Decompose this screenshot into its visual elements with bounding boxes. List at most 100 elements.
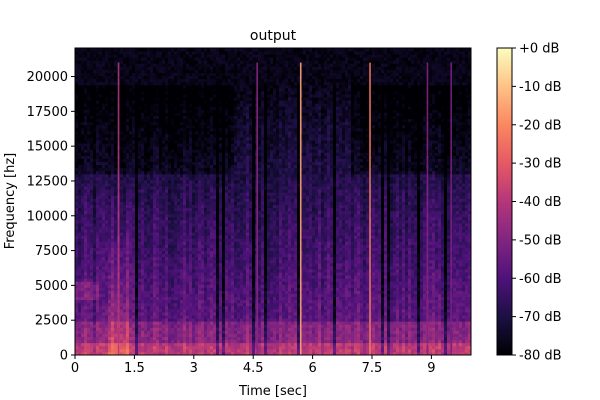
heatmap-cell	[210, 308, 214, 313]
heatmap-cell	[165, 167, 169, 172]
heatmap-cell	[207, 106, 211, 110]
heatmap-cell	[144, 333, 148, 337]
heatmap-cell	[198, 315, 202, 319]
heatmap-cell	[81, 244, 85, 248]
heatmap-cell	[147, 146, 151, 150]
heatmap-cell	[201, 198, 205, 202]
heatmap-cell	[102, 207, 106, 212]
heatmap-cell	[132, 155, 136, 159]
heatmap-cell	[198, 97, 202, 101]
heatmap-cell	[213, 51, 217, 55]
heatmap-cell	[186, 180, 190, 184]
heatmap-cell	[174, 253, 178, 258]
heatmap-cell	[99, 72, 103, 77]
heatmap-cell	[78, 351, 82, 356]
heatmap-cell	[180, 124, 184, 129]
heatmap-cell	[192, 57, 196, 61]
heatmap-cell	[156, 121, 160, 126]
heatmap-cell	[162, 57, 166, 61]
heatmap-cell	[186, 183, 190, 187]
heatmap-cell	[162, 278, 166, 282]
heatmap-cell	[150, 229, 154, 233]
heatmap-cell	[183, 109, 187, 113]
heatmap-cell	[153, 339, 157, 344]
heatmap-cell	[111, 130, 115, 135]
heatmap-cell	[189, 186, 193, 190]
heatmap-cell	[123, 244, 127, 248]
heatmap-cell	[216, 216, 220, 221]
heatmap-cell	[87, 210, 91, 215]
heatmap-cell	[204, 284, 208, 288]
heatmap-cell	[201, 201, 205, 205]
heatmap-cell	[186, 247, 190, 252]
heatmap-cell	[84, 54, 88, 58]
heatmap-cell	[141, 293, 145, 298]
heatmap-cell	[150, 281, 154, 285]
heatmap-cell	[174, 247, 178, 252]
heatmap-cell	[138, 244, 142, 248]
heatmap-cell	[141, 118, 145, 123]
heatmap-cell	[162, 275, 166, 279]
heatmap-cell	[186, 118, 190, 123]
heatmap-cell	[132, 229, 136, 233]
heatmap-cell	[147, 51, 151, 55]
heatmap-cell	[147, 103, 151, 107]
heatmap-cell	[186, 232, 190, 236]
heatmap-cell	[141, 195, 145, 199]
heatmap-cell	[150, 57, 154, 61]
heatmap-cell	[183, 275, 187, 279]
heatmap-cell	[201, 253, 205, 258]
heatmap-cell	[207, 207, 211, 212]
heatmap-cell	[75, 146, 79, 150]
heatmap-cell	[105, 330, 109, 334]
heatmap-cell	[195, 173, 199, 178]
heatmap-cell	[180, 161, 184, 166]
heatmap-cell	[138, 222, 142, 227]
heatmap-cell	[129, 278, 133, 282]
heatmap-cell	[129, 198, 133, 202]
heatmap-cell	[141, 207, 145, 212]
heatmap-cell	[216, 176, 220, 181]
heatmap-cell	[93, 308, 97, 313]
heatmap-cell	[189, 54, 193, 58]
heatmap-cell	[132, 238, 136, 242]
heatmap-cell	[132, 312, 136, 316]
heatmap-cell	[150, 87, 154, 92]
heatmap-cell	[174, 345, 178, 350]
heatmap-cell	[129, 103, 133, 107]
heatmap-cell	[171, 269, 175, 273]
heatmap-cell	[147, 305, 151, 310]
heatmap-cell	[147, 308, 151, 313]
heatmap-cell	[189, 336, 193, 341]
heatmap-cell	[201, 109, 205, 113]
heatmap-cell	[78, 247, 82, 252]
heatmap-cell	[105, 232, 109, 236]
heatmap-cell	[201, 195, 205, 199]
heatmap-cell	[210, 336, 214, 341]
heatmap-cell	[186, 201, 190, 205]
heatmap-cell	[159, 222, 163, 227]
heatmap-cell	[159, 63, 163, 67]
heatmap-cell	[105, 84, 109, 89]
heatmap-cell	[99, 287, 103, 291]
heatmap-cell	[201, 164, 205, 169]
heatmap-cell	[90, 235, 94, 239]
heatmap-cell	[174, 133, 178, 138]
heatmap-cell	[129, 112, 133, 116]
heatmap-cell	[138, 167, 142, 172]
heatmap-cell	[102, 48, 106, 52]
heatmap-cell	[183, 155, 187, 159]
heatmap-cell	[159, 183, 163, 187]
heatmap-cell	[159, 186, 163, 190]
heatmap-cell	[222, 259, 226, 264]
heatmap-cell	[108, 189, 112, 193]
heatmap-cell	[90, 130, 94, 135]
heatmap-cell	[81, 121, 85, 126]
heatmap-cell	[195, 140, 199, 144]
heatmap-cell	[87, 330, 91, 334]
heatmap-cell	[144, 204, 148, 209]
heatmap-cell	[114, 170, 118, 175]
heatmap-cell	[93, 146, 97, 150]
heatmap-cell	[159, 161, 163, 166]
heatmap-cell	[123, 81, 127, 86]
